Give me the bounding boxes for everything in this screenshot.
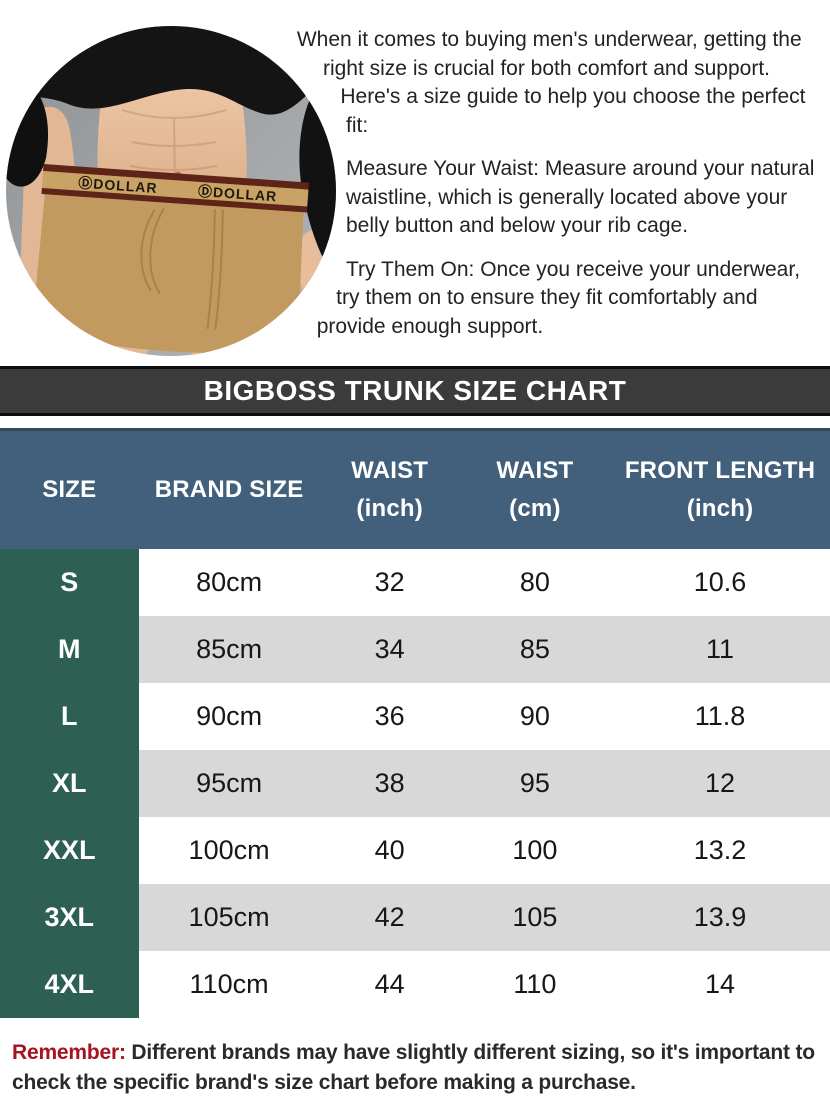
- size-cell: 4XL: [0, 951, 139, 1018]
- size-chart-section: SIZE BRAND SIZE WAIST (inch) WAIST (cm) …: [0, 428, 830, 1018]
- table-row: S 80cm 32 80 10.6: [0, 549, 830, 616]
- front-length-cell: 13.2: [610, 817, 830, 884]
- column-header-size: SIZE: [0, 428, 139, 549]
- size-chart-table: SIZE BRAND SIZE WAIST (inch) WAIST (cm) …: [0, 428, 830, 1018]
- front-length-cell: 11: [610, 616, 830, 683]
- table-row: 4XL 110cm 44 110 14: [0, 951, 830, 1018]
- front-length-cell: 10.6: [610, 549, 830, 616]
- trunk-stitching: [140, 208, 224, 330]
- ab-lines: [121, 109, 227, 185]
- waist-inch-cell: 36: [319, 683, 460, 750]
- waist-cm-cell: 100: [459, 817, 611, 884]
- tshirt-left-sleeve: [6, 66, 49, 187]
- intro-section: ⒹDOLLAR ⒹDOLLAR When it comes to buying …: [0, 0, 830, 366]
- size-cell: XL: [0, 750, 139, 817]
- table-row: XL 95cm 38 95 12: [0, 750, 830, 817]
- waistband-brand-text: ⒹDOLLAR: [198, 183, 278, 204]
- waistband-top-stripe: [43, 164, 309, 190]
- brand-size-cell: 90cm: [138, 683, 320, 750]
- column-header-front-length: FRONT LENGTH (inch): [610, 428, 830, 549]
- waist-inch-cell: 38: [319, 750, 460, 817]
- brand-size-cell: 95cm: [138, 750, 320, 817]
- header-row: SIZE BRAND SIZE WAIST (inch) WAIST (cm) …: [0, 428, 830, 549]
- waist-inch-cell: 32: [319, 549, 460, 616]
- waistband-brand-text: ⒹDOLLAR: [78, 175, 158, 196]
- front-length-cell: 11.8: [610, 683, 830, 750]
- waist-cm-cell: 95: [459, 750, 611, 817]
- brand-size-cell: 85cm: [138, 616, 320, 683]
- waist-cm-cell: 80: [459, 549, 611, 616]
- column-header-waist-inch: WAIST (inch): [319, 428, 460, 549]
- size-cell: 3XL: [0, 884, 139, 951]
- footer-text: Different brands may have slightly diffe…: [12, 1041, 815, 1095]
- waist-inch-cell: 42: [319, 884, 460, 951]
- waist-cm-cell: 110: [459, 951, 611, 1018]
- waist-inch-cell: 44: [319, 951, 460, 1018]
- table-row: XXL 100cm 40 100 13.2: [0, 817, 830, 884]
- front-length-cell: 14: [610, 951, 830, 1018]
- front-length-cell: 13.9: [610, 884, 830, 951]
- waist-cm-cell: 90: [459, 683, 611, 750]
- waistband-bottom-stripe: [41, 187, 308, 213]
- column-header-brand-size: BRAND SIZE: [138, 428, 320, 549]
- product-photo-circle: ⒹDOLLAR ⒹDOLLAR: [6, 26, 336, 356]
- product-photo: ⒹDOLLAR ⒹDOLLAR: [6, 26, 336, 356]
- page-title: BIGBOSS TRUNK SIZE CHART: [203, 375, 627, 406]
- size-cell: XXL: [0, 817, 139, 884]
- column-header-waist-cm: WAIST (cm): [459, 428, 611, 549]
- waistband: [41, 171, 309, 207]
- trunk-model-illustration: ⒹDOLLAR ⒹDOLLAR: [6, 26, 336, 356]
- front-length-cell: 12: [610, 750, 830, 817]
- size-cell: M: [0, 616, 139, 683]
- brand-size-cell: 110cm: [138, 951, 320, 1018]
- waist-cm-cell: 85: [459, 616, 611, 683]
- intro-paragraph-3: Try Them On: Once you receive your under…: [316, 257, 801, 338]
- table-row: M 85cm 34 85 11: [0, 616, 830, 683]
- size-cell: L: [0, 683, 139, 750]
- size-cell: S: [0, 549, 139, 616]
- waist-inch-cell: 34: [319, 616, 460, 683]
- brand-size-cell: 100cm: [138, 817, 320, 884]
- intro-paragraph-1: When it comes to buying men's underwear,…: [296, 28, 806, 137]
- table-header: SIZE BRAND SIZE WAIST (inch) WAIST (cm) …: [0, 428, 830, 549]
- footer-note: Remember: Different brands may have slig…: [12, 1038, 818, 1099]
- intro-paragraph-2: Measure Your Waist: Measure around your …: [346, 157, 815, 238]
- trunk: ⒹDOLLAR ⒹDOLLAR: [32, 164, 309, 353]
- waist-cm-cell: 105: [459, 884, 611, 951]
- brand-size-cell: 80cm: [138, 549, 320, 616]
- table-row: 3XL 105cm 42 105 13.9: [0, 884, 830, 951]
- waist-inch-cell: 40: [319, 817, 460, 884]
- trunk-fabric: [32, 167, 305, 353]
- black-tshirt: [6, 26, 336, 115]
- title-banner: BIGBOSS TRUNK SIZE CHART: [0, 366, 830, 416]
- brand-size-cell: 105cm: [138, 884, 320, 951]
- table-row: L 90cm 36 90 11.8: [0, 683, 830, 750]
- remember-label: Remember:: [12, 1041, 126, 1064]
